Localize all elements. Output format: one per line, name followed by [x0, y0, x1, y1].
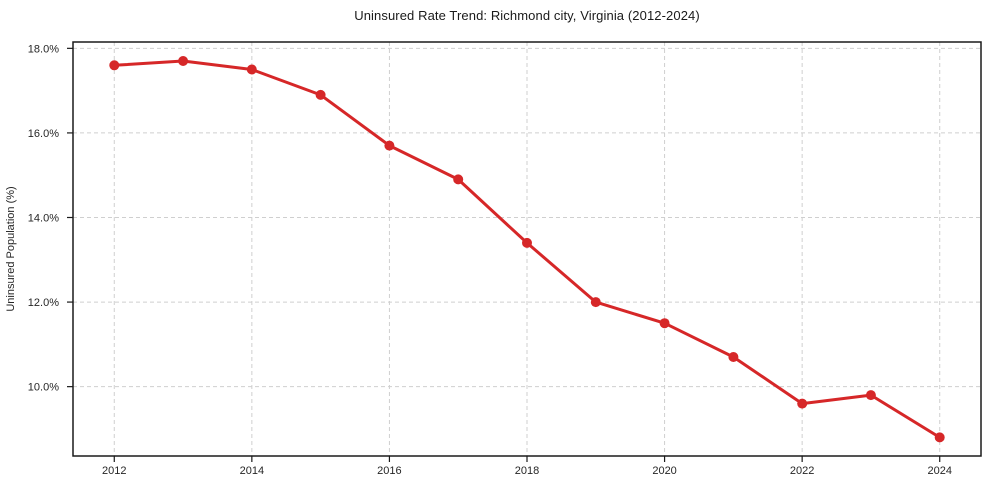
data-point-marker — [865, 390, 876, 401]
data-point-marker — [797, 398, 808, 409]
data-point-marker — [315, 89, 326, 100]
x-tick-label: 2024 — [927, 465, 951, 477]
data-point-marker — [728, 352, 739, 362]
x-tick-label: 2018 — [515, 465, 539, 477]
y-tick-label: 10.0% — [28, 382, 59, 394]
data-point-marker — [659, 318, 670, 329]
data-point-marker — [109, 60, 120, 71]
data-point-marker — [590, 297, 601, 308]
y-tick-label: 14.0% — [28, 212, 59, 224]
data-point-marker — [384, 140, 395, 151]
data-point-marker — [934, 432, 945, 443]
y-tick-label: 18.0% — [28, 43, 59, 55]
x-tick-label: 2022 — [790, 465, 814, 477]
data-point-marker — [522, 237, 532, 248]
y-tick-label: 16.0% — [28, 128, 59, 140]
data-point-marker — [246, 64, 257, 75]
x-tick-label: 2016 — [377, 465, 401, 477]
data-point-marker — [178, 56, 189, 66]
x-tick-label: 2012 — [102, 465, 126, 477]
x-tick-label: 2020 — [652, 465, 676, 477]
x-tick-label: 2014 — [240, 465, 264, 477]
y-tick-label: 12.0% — [28, 297, 59, 309]
data-point-marker — [453, 174, 464, 185]
chart-title: Uninsured Rate Trend: Richmond city, Vir… — [354, 8, 700, 23]
y-axis-label: Uninsured Population (%) — [5, 186, 17, 311]
